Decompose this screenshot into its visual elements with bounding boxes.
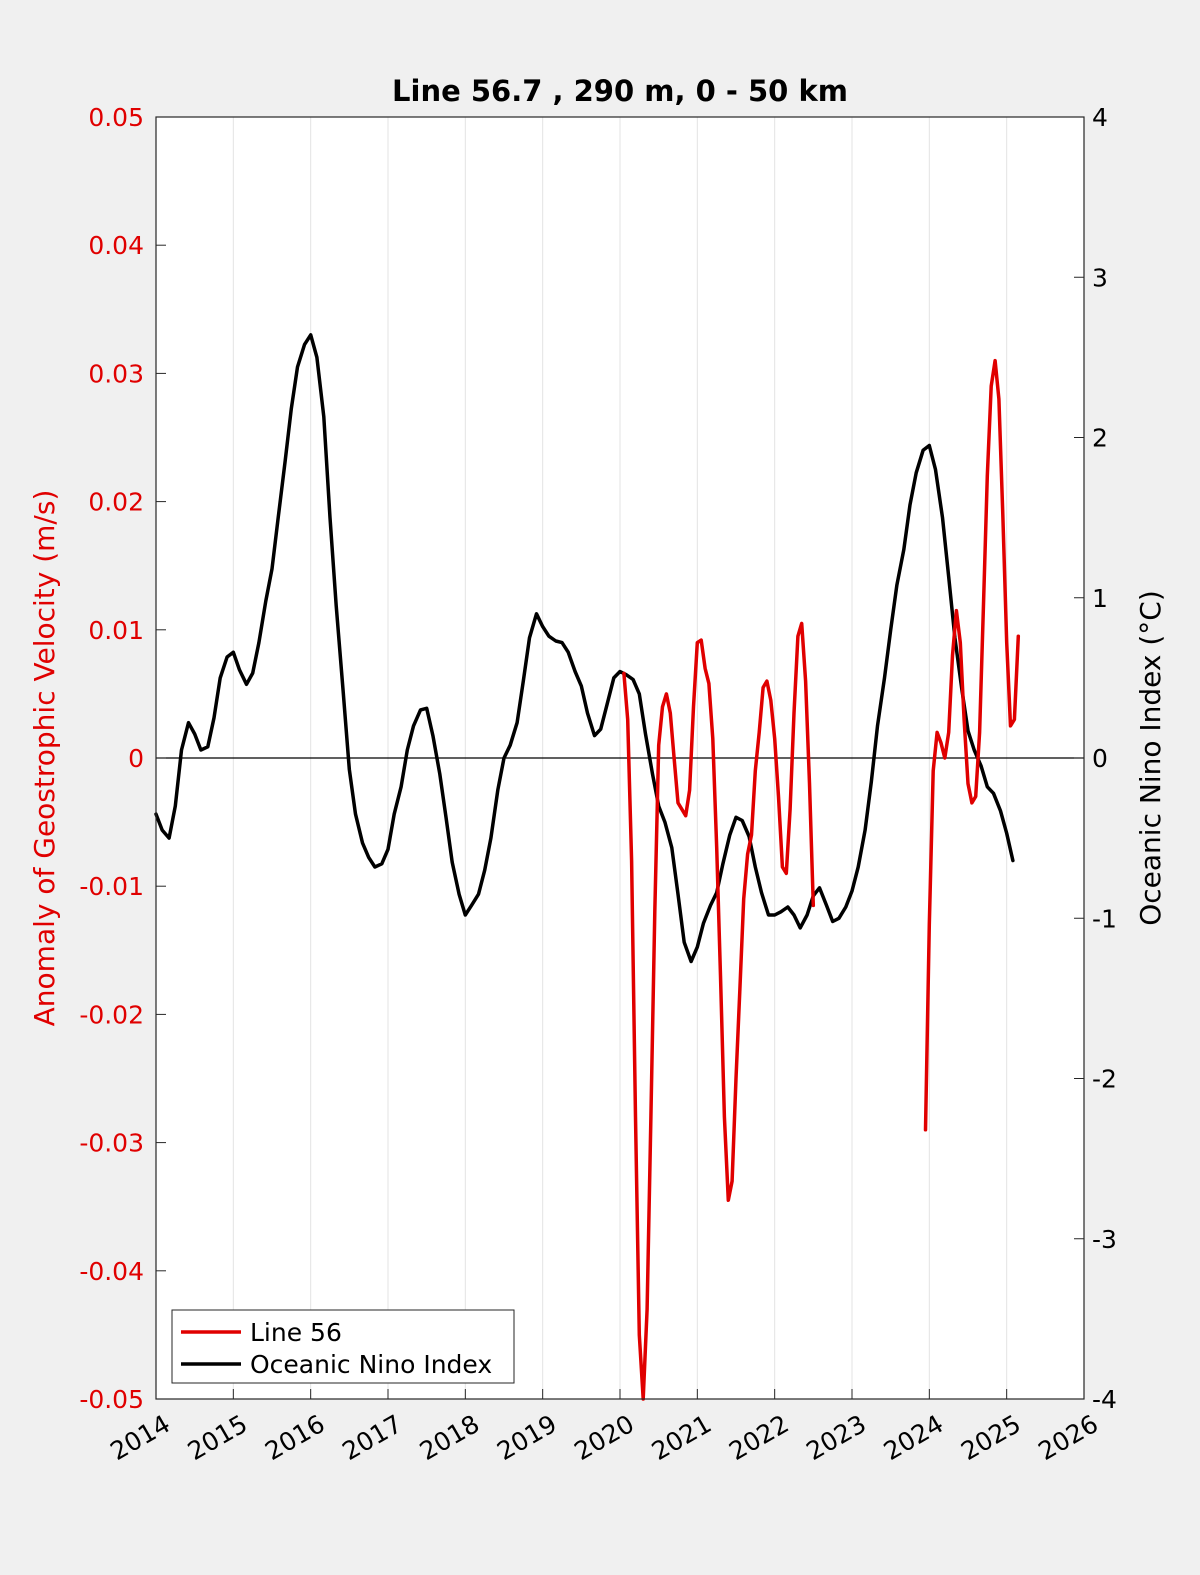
chart-title: Line 56.7 , 290 m, 0 - 50 km [392, 74, 848, 108]
y-left-tick-label: -0.04 [79, 1257, 144, 1286]
legend: Line 56 Oceanic Nino Index [171, 1309, 515, 1384]
y-right-tick-label: -3 [1092, 1225, 1117, 1254]
y-axis-label-right: Oceanic Nino Index (°C) [1134, 590, 1167, 926]
y-left-tick-label: 0.02 [88, 488, 144, 517]
legend-label-oni: Oceanic Nino Index [250, 1350, 492, 1379]
series-line-line-56-segment-1 [622, 621, 816, 1401]
y-axis-label-left: Anomaly of Geostrophic Velocity (m/s) [28, 490, 61, 1027]
y-left-tick-label: 0.01 [88, 616, 144, 645]
y-left-tick-label: 0.05 [88, 103, 144, 132]
y-right-tick-label: -1 [1092, 904, 1117, 933]
y-right-tick-label: -2 [1092, 1065, 1117, 1094]
legend-box [171, 1309, 515, 1384]
y-right-tick-label: 2 [1092, 424, 1108, 453]
y-left-tick-label: 0.04 [88, 231, 144, 260]
y-right-tick-label: 0 [1092, 744, 1108, 773]
y-left-tick-label: 0.03 [88, 359, 144, 388]
y-left-tick-label: -0.03 [79, 1129, 144, 1158]
y-left-tick-label: -0.01 [79, 872, 144, 901]
series-line-oceanic-nino-index-segment-1 [154, 333, 1015, 964]
y-left-tick-label: 0 [128, 744, 144, 773]
y-right-tick-label: -4 [1092, 1385, 1117, 1414]
legend-label-line56: Line 56 [250, 1318, 342, 1347]
y-left-tick-label: -0.02 [79, 1000, 144, 1029]
y-right-tick-label: 1 [1092, 584, 1108, 613]
y-left-tick-label: -0.05 [79, 1385, 144, 1414]
series-layer [154, 333, 1021, 1401]
y-right-tick-label: 4 [1092, 103, 1108, 132]
y-right-tick-label: 3 [1092, 263, 1108, 292]
series-line-line-56-segment-2 [923, 358, 1021, 1132]
